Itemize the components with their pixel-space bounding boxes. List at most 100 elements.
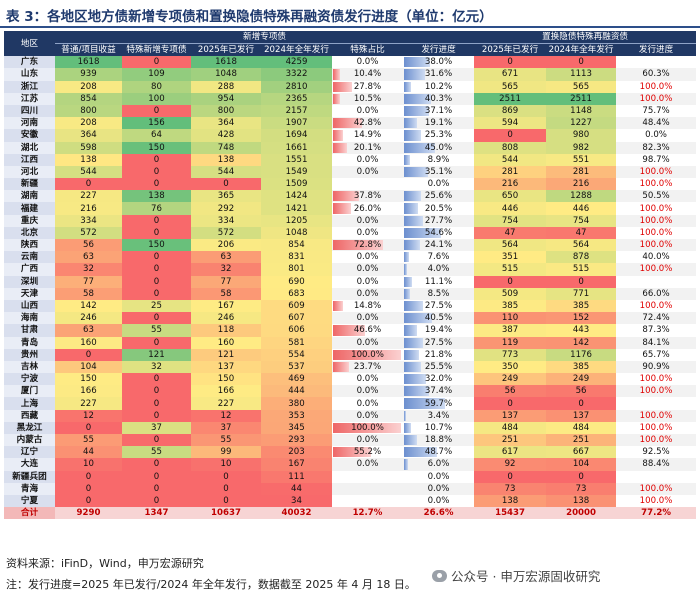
progress-bar (404, 142, 435, 153)
progress-value: 38.0% (424, 57, 453, 68)
progress-value: 27.7% (424, 215, 453, 226)
cell-repl-issued-2024: 251 (546, 434, 617, 447)
table-row: 贵州 0 121 121 554 100.0% 21.8% 773 1176 65.7% (4, 348, 697, 361)
share-bar (333, 240, 383, 251)
cell-special-share: 0.0% (332, 263, 403, 276)
cell-progress: 25.3% (403, 129, 475, 142)
cell-repl-issued-2024: 446 (546, 202, 617, 215)
progress-bar (404, 288, 410, 299)
cell-special-share: 100.0% (332, 348, 403, 361)
cell-repl-issued-2025: 0 (474, 56, 547, 69)
cell-repl-issued-2024: 0 (546, 275, 617, 288)
share-bar (333, 349, 401, 360)
cell-progress: 7.6% (403, 251, 475, 264)
cell-issued-2024: 293 (261, 434, 332, 447)
cell-region: 宁波 (4, 373, 55, 386)
cell-repl-progress: 100.0% (616, 239, 697, 252)
cell-progress: 26.6% (403, 507, 475, 520)
table-row: 青岛 160 0 160 581 0.0% 27.5% 119 142 84.1% (4, 336, 697, 349)
cell-issued-2024: 1661 (261, 141, 332, 154)
table-row: 新疆 0 0 0 1509 0.0% 216 216 100.0% (4, 178, 697, 191)
cell-issued-2025: 0 (191, 494, 261, 508)
progress-bar (404, 398, 445, 409)
progress-bar (404, 300, 423, 312)
share-value: 0.0% (356, 106, 379, 117)
table-row: 厦门 166 0 166 444 0.0% 37.4% 56 56 100.0% (4, 385, 697, 398)
table-row: 甘肃 63 55 118 606 46.6% 19.4% 387 443 87.3% (4, 324, 697, 337)
cell-region: 深圳 (4, 275, 55, 288)
header-col: 2025年已发行 (191, 43, 261, 57)
cell-progress: 20.5% (403, 202, 475, 215)
cell-special-share: 10.5% (332, 92, 403, 105)
cell-region: 江西 (4, 153, 55, 166)
progress-bar (404, 215, 423, 226)
cell-issued-2025: 118 (191, 324, 261, 337)
table-body: 广东 1618 0 1618 4259 0.0% 38.0% 0 0 山东 939 109 1048 33… (4, 56, 697, 520)
cell-issued-2024: 167 (261, 458, 332, 471)
progress-value: 21.8% (424, 349, 453, 360)
cell-special-share: 14.9% (332, 129, 403, 142)
share-value: 0.0% (356, 459, 379, 470)
cell-region: 内蒙古 (4, 434, 55, 447)
cell-repl-issued-2024: 137 (546, 409, 617, 422)
progress-bar (404, 227, 442, 238)
cell-repl-issued-2024: 667 (546, 446, 617, 459)
share-value: 100.0% (351, 349, 384, 360)
progress-bar (404, 276, 412, 287)
cell-special-share: 0.0% (332, 275, 403, 288)
cell-special-share: 0.0% (332, 251, 403, 264)
progress-value: 6.0% (427, 459, 450, 470)
cell-issued-2025: 1618 (191, 56, 261, 69)
table-row: 四川 800 0 800 2157 0.0% 37.1% 869 1148 75.7% (4, 104, 697, 118)
cell-repl-issued-2025: 351 (474, 251, 547, 264)
cell-region: 厦门 (4, 385, 55, 398)
cell-repl-progress: 0.0% (616, 129, 697, 142)
cell-ordinary: 63 (55, 251, 122, 264)
cell-repl-issued-2025: 544 (474, 153, 547, 166)
progress-bar (404, 166, 428, 178)
cell-repl-issued-2025: 387 (474, 324, 547, 337)
progress-bar (404, 435, 417, 446)
cell-special-new: 25 (122, 299, 191, 313)
cell-issued-2025: 748 (191, 141, 261, 154)
cell-repl-issued-2024: 0 (546, 56, 617, 69)
cell-special-new: 100 (122, 92, 191, 105)
cell-special-new: 0 (122, 165, 191, 179)
cell-repl-issued-2025: 754 (474, 214, 547, 227)
cell-repl-issued-2024: 982 (546, 141, 617, 154)
cell-special-new: 0 (122, 56, 191, 69)
cell-repl-issued-2024: 515 (546, 263, 617, 276)
cell-issued-2024: 444 (261, 385, 332, 398)
cell-special-new: 0 (122, 214, 191, 227)
cell-progress: 10.2% (403, 80, 475, 93)
cell-issued-2025: 428 (191, 129, 261, 142)
progress-bar (404, 313, 432, 324)
cell-special-share: 27.8% (332, 80, 403, 93)
cell-region: 青海 (4, 482, 55, 495)
cell-issued-2025: 800 (191, 104, 261, 118)
table-row: 重庆 334 0 334 1205 0.0% 27.7% 754 754 100.0% (4, 214, 697, 227)
share-bar (333, 191, 359, 202)
cell-ordinary: 160 (55, 336, 122, 349)
cell-issued-2025: 12 (191, 409, 261, 422)
cell-issued-2025: 0 (191, 482, 261, 495)
share-value: 0.0% (356, 386, 379, 397)
table-row: 河南 208 156 364 1907 42.8% 19.1% 594 1227 48.4% (4, 117, 697, 130)
cell-issued-2025: 160 (191, 336, 261, 349)
cell-repl-issued-2024: 484 (546, 421, 617, 434)
cell-repl-issued-2024: 1176 (546, 348, 617, 361)
share-bar (333, 142, 347, 153)
cell-issued-2024: 469 (261, 373, 332, 386)
cell-repl-issued-2024: 152 (546, 312, 617, 325)
cell-region: 河南 (4, 117, 55, 130)
table-row: 山西 142 25 167 609 14.8% 27.5% 385 385 100.0% (4, 299, 697, 313)
cell-special-new: 64 (122, 129, 191, 142)
cell-issued-2025: 121 (191, 348, 261, 361)
cell-repl-progress: 100.0% (616, 263, 697, 276)
cell-ordinary: 138 (55, 153, 122, 166)
cell-repl-progress: 88.4% (616, 458, 697, 471)
table-row: 辽宁 44 55 99 203 55.2% 48.7% 617 667 92.5% (4, 446, 697, 459)
cell-repl-issued-2024: 73 (546, 482, 617, 495)
cell-issued-2025: 206 (191, 239, 261, 252)
cell-region: 大连 (4, 458, 55, 471)
